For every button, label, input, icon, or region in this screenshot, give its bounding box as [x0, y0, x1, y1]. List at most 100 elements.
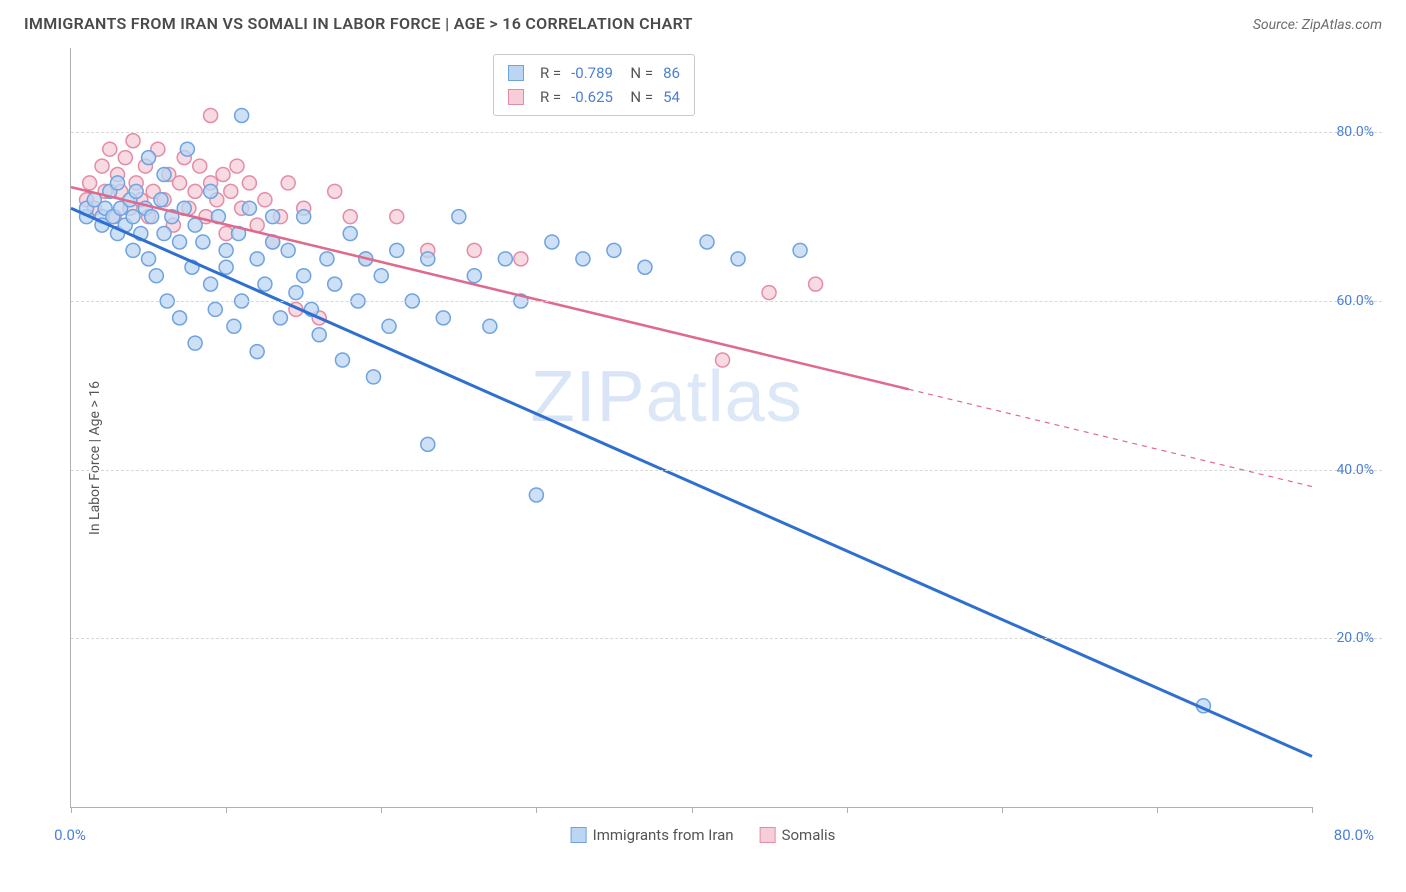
data-point — [731, 252, 745, 266]
gridline — [71, 470, 1382, 471]
plot-area: ZIPatlas R = -0.789 N = 86 R = -0.625 N … — [70, 48, 1312, 808]
y-tick-label: 60.0% — [1336, 293, 1374, 309]
swatch-iran — [508, 65, 524, 81]
data-point — [188, 184, 202, 198]
correlation-legend: R = -0.789 N = 86 R = -0.625 N = 54 — [493, 54, 695, 116]
regression-line — [71, 208, 1312, 756]
data-point — [126, 134, 140, 148]
x-max-label: 80.0% — [1334, 826, 1374, 844]
chart-source: Source: ZipAtlas.com — [1253, 17, 1382, 33]
regression-line — [71, 187, 909, 389]
data-point — [343, 210, 357, 224]
x-tick — [226, 807, 227, 813]
data-point — [173, 311, 187, 325]
data-point — [129, 184, 143, 198]
data-point — [498, 252, 512, 266]
legend-item-iran: Immigrants from Iran — [571, 826, 734, 844]
data-point — [157, 168, 171, 182]
data-point — [126, 210, 140, 224]
data-point — [242, 176, 256, 190]
data-point — [421, 437, 435, 451]
data-point — [145, 210, 159, 224]
data-point — [809, 277, 823, 291]
y-tick-label: 40.0% — [1336, 462, 1374, 478]
data-point — [208, 302, 222, 316]
data-point — [289, 286, 303, 300]
data-point — [219, 243, 233, 257]
data-point — [250, 252, 264, 266]
data-point — [297, 210, 311, 224]
data-point — [452, 210, 466, 224]
data-point — [142, 151, 156, 165]
gridline — [71, 132, 1382, 133]
data-point — [188, 336, 202, 350]
data-point — [514, 252, 528, 266]
data-point — [258, 193, 272, 207]
data-point — [483, 319, 497, 333]
x-tick — [1157, 807, 1158, 813]
gridline — [71, 301, 1382, 302]
data-point — [266, 210, 280, 224]
data-point — [716, 353, 730, 367]
data-point — [576, 252, 590, 266]
data-point — [154, 193, 168, 207]
data-point — [193, 159, 207, 173]
data-point — [188, 218, 202, 232]
data-point — [219, 260, 233, 274]
data-point — [436, 311, 450, 325]
data-point — [374, 269, 388, 283]
data-point — [281, 243, 295, 257]
data-point — [95, 159, 109, 173]
data-point — [142, 252, 156, 266]
scatter-svg — [71, 48, 1312, 807]
chart-header: IMMIGRANTS FROM IRAN VS SOMALI IN LABOR … — [0, 0, 1406, 41]
data-point — [390, 210, 404, 224]
data-point — [467, 243, 481, 257]
data-point — [103, 142, 117, 156]
data-point — [230, 159, 244, 173]
data-point — [343, 227, 357, 241]
data-point — [149, 269, 163, 283]
legend-item-somalis: Somalis — [760, 826, 836, 844]
x-tick — [1312, 807, 1313, 813]
data-point — [793, 243, 807, 257]
data-point — [700, 235, 714, 249]
data-point — [111, 176, 125, 190]
r-value-somalis: -0.625 — [571, 85, 613, 109]
correlation-row-iran: R = -0.789 N = 86 — [508, 61, 680, 85]
correlation-row-somalis: R = -0.625 N = 54 — [508, 85, 680, 109]
data-point — [545, 235, 559, 249]
n-value-somalis: 54 — [663, 85, 680, 109]
chart-title: IMMIGRANTS FROM IRAN VS SOMALI IN LABOR … — [24, 14, 693, 33]
data-point — [328, 184, 342, 198]
data-point — [173, 235, 187, 249]
data-point — [224, 184, 238, 198]
data-point — [126, 243, 140, 257]
x-tick — [1002, 807, 1003, 813]
data-point — [335, 353, 349, 367]
data-point — [196, 235, 210, 249]
data-point — [250, 345, 264, 359]
data-point — [173, 176, 187, 190]
data-point — [421, 252, 435, 266]
x-tick — [847, 807, 848, 813]
data-point — [180, 142, 194, 156]
data-point — [297, 269, 311, 283]
data-point — [366, 370, 380, 384]
data-point — [382, 319, 396, 333]
data-point — [467, 269, 481, 283]
data-point — [83, 176, 97, 190]
data-point — [529, 488, 543, 502]
legend-label-iran: Immigrants from Iran — [593, 826, 734, 844]
legend-swatch-somalis — [760, 827, 776, 843]
data-point — [281, 176, 295, 190]
data-point — [204, 108, 218, 122]
data-point — [273, 311, 287, 325]
y-tick-label: 20.0% — [1336, 630, 1374, 646]
data-point — [216, 168, 230, 182]
gridline — [71, 638, 1382, 639]
data-point — [157, 227, 171, 241]
data-point — [390, 243, 404, 257]
x-tick — [692, 807, 693, 813]
legend-bottom: Immigrants from Iran Somalis — [571, 826, 836, 844]
